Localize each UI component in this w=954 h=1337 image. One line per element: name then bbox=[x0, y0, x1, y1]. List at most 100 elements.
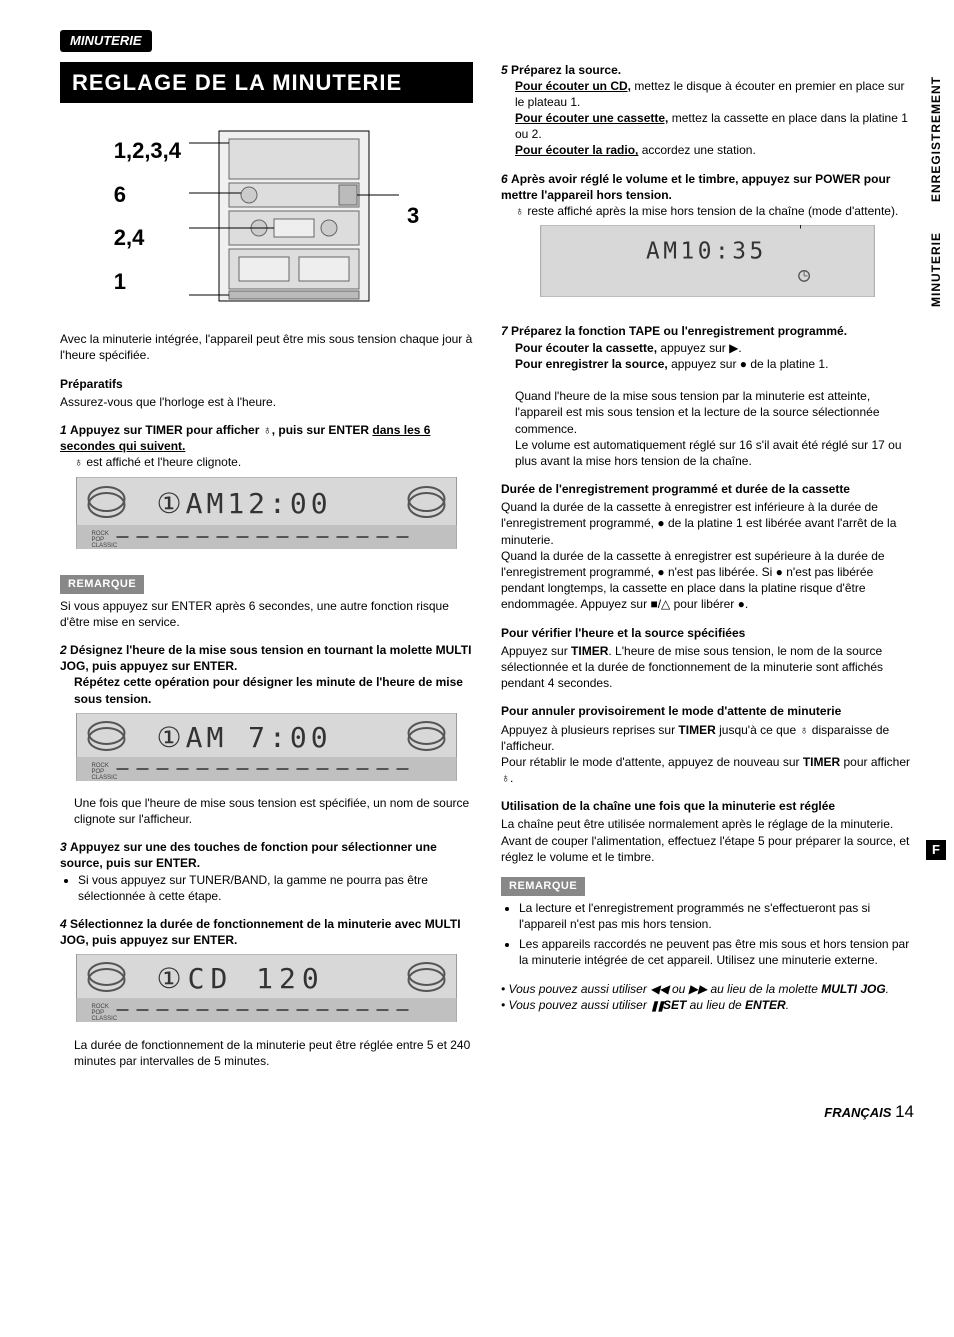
step5-radio: accordez une station. bbox=[638, 143, 755, 157]
ffwd-icon bbox=[689, 982, 707, 996]
side-tabs: ENREGISTREMENT MINUTERIE bbox=[926, 70, 946, 313]
diag-lbl: 1 bbox=[114, 267, 181, 297]
rec-icon bbox=[776, 565, 783, 579]
clock-icon bbox=[74, 455, 83, 469]
diagram-label-right: 3 bbox=[407, 201, 419, 231]
remark-tag-2: REMARQUE bbox=[501, 877, 585, 896]
remark1-text: Si vous appuyez sur ENTER après 6 second… bbox=[60, 598, 473, 630]
side-tab-bottom: MINUTERIE bbox=[926, 226, 946, 313]
lcd-display-2: ①AM 7:00 ROCK POP CLASSIC bbox=[60, 713, 473, 781]
prep-head: Préparatifs bbox=[60, 376, 473, 392]
step-1: 1 Appuyez sur TIMER pour afficher , puis… bbox=[60, 422, 473, 563]
step-num: 7 bbox=[501, 324, 508, 338]
step5-cd-u: Pour écouter un CD, bbox=[515, 79, 631, 93]
stereo-diagram: 1,2,3,4 6 2,4 1 bbox=[60, 121, 473, 311]
step3-a: Appuyez sur une des touches de fonction … bbox=[60, 840, 437, 870]
intro-text: Avec la minuterie intégrée, l'appareil p… bbox=[60, 331, 473, 363]
usage-p2: Avant de couper l'alimentation, effectue… bbox=[501, 833, 914, 865]
remark2-b2: Les appareils raccordés ne peuvent pas ê… bbox=[519, 936, 914, 968]
eject-icon bbox=[661, 597, 670, 611]
cancel-p2: Pour rétablir le mode d'attente, appuyez… bbox=[501, 754, 914, 786]
step4-a: Sélectionnez la durée de fonctionnement … bbox=[60, 917, 461, 947]
stereo-svg bbox=[189, 121, 399, 311]
clock-icon bbox=[263, 423, 272, 437]
footer-page: 14 bbox=[895, 1102, 914, 1121]
svg-text:CLASSIC: CLASSIC bbox=[92, 1016, 118, 1022]
svg-text:CLASSIC: CLASSIC bbox=[92, 543, 118, 549]
page-footer: FRANÇAIS 14 bbox=[60, 1101, 914, 1124]
lang-marker: F bbox=[926, 840, 946, 860]
step5-radio-u: Pour écouter la radio, bbox=[515, 143, 638, 157]
svg-text:CLASSIC: CLASSIC bbox=[92, 775, 118, 781]
svg-text:①AM 7:00: ①AM 7:00 bbox=[157, 721, 332, 754]
step-num: 3 bbox=[60, 840, 67, 854]
dur-p1: Quand la durée de la cassette à enregist… bbox=[501, 499, 914, 548]
prep-body: Assurez-vous que l'horloge est à l'heure… bbox=[60, 394, 473, 410]
cancel-head: Pour annuler provisoirement le mode d'at… bbox=[501, 703, 914, 719]
svg-text:①AM12:00: ①AM12:00 bbox=[157, 487, 332, 520]
lcd-display-3: ①CD 120 ROCK POP CLASSIC bbox=[60, 954, 473, 1022]
footnote-2: • Vous pouvez aussi utiliser SET au lieu… bbox=[501, 997, 914, 1014]
step1-note: est affiché et l'heure clignote. bbox=[83, 455, 241, 469]
diag-lbl: 6 bbox=[114, 180, 181, 210]
right-column: 5 Préparez la source. Pour écouter un CD… bbox=[501, 62, 914, 1081]
step7-cass2: appuyez sur bbox=[660, 341, 729, 355]
step6-head: Après avoir réglé le volume et le timbre… bbox=[501, 172, 890, 202]
step5-cass-u: Pour écouter une cassette, bbox=[515, 111, 668, 125]
remark2-list: La lecture et l'enregistrement programmé… bbox=[519, 900, 914, 969]
diag-lbl: 1,2,3,4 bbox=[114, 136, 181, 166]
step2-b: Répétez cette opération pour désigner le… bbox=[74, 674, 473, 706]
step7-rec: Pour enregistrer la source, bbox=[515, 357, 671, 371]
clock-icon bbox=[501, 771, 510, 785]
rec-icon bbox=[657, 516, 664, 530]
lcd-display-6: AM10:35 ⏲ bbox=[501, 225, 914, 297]
step-4: 4 Sélectionnez la durée de fonctionnemen… bbox=[60, 916, 473, 1069]
svg-text:①CD 120: ①CD 120 bbox=[157, 962, 325, 995]
usage-p1: La chaîne peut être utilisée normalement… bbox=[501, 816, 914, 832]
step-num: 2 bbox=[60, 643, 67, 657]
step1-text-a: Appuyez sur TIMER pour afficher bbox=[70, 423, 263, 437]
section-tab: MINUTERIE bbox=[60, 30, 152, 52]
verify-body: Appuyez sur TIMER. L'heure de mise sous … bbox=[501, 643, 914, 692]
stop-icon bbox=[650, 597, 657, 611]
footnote-1: • Vous pouvez aussi utiliser ou au lieu … bbox=[501, 981, 914, 997]
pause-icon bbox=[650, 998, 663, 1012]
cancel-p1: Appuyez à plusieurs reprises sur TIMER j… bbox=[501, 722, 914, 754]
step1-text-b: , puis sur ENTER bbox=[272, 423, 373, 437]
lcd-display-1: ①AM12:00 ROCK POP CLASSIC bbox=[60, 477, 473, 549]
step-6: 6 Après avoir réglé le volume et le timb… bbox=[501, 171, 914, 312]
step-num: 1 bbox=[60, 423, 67, 437]
step7-rec2: appuyez sur bbox=[671, 357, 740, 371]
step-3: 3 Appuyez sur une des touches de fonctio… bbox=[60, 839, 473, 904]
play-icon bbox=[729, 341, 738, 355]
verify-head: Pour vérifier l'heure et la source spéci… bbox=[501, 625, 914, 641]
rec-icon bbox=[657, 565, 664, 579]
step6-body: reste affiché après la mise hors tension… bbox=[524, 204, 898, 218]
step-num: 4 bbox=[60, 917, 67, 931]
rec-icon bbox=[738, 597, 745, 611]
clock-icon bbox=[515, 204, 524, 218]
step-2: 2 Désignez l'heure de la mise sous tensi… bbox=[60, 642, 473, 827]
step-7: 7 Préparez la fonction TAPE ou l'enregis… bbox=[501, 323, 914, 469]
step7-head: Préparez la fonction TAPE ou l'enregistr… bbox=[511, 324, 847, 338]
remark-tag: REMARQUE bbox=[60, 575, 144, 594]
diag-lbl: 2,4 bbox=[114, 223, 181, 253]
step7-p2: Le volume est automatiquement réglé sur … bbox=[515, 437, 914, 469]
remark2-b1: La lecture et l'enregistrement programmé… bbox=[519, 900, 914, 932]
dur-head: Durée de l'enregistrement programmé et d… bbox=[501, 481, 914, 497]
footer-lang: FRANÇAIS bbox=[824, 1105, 891, 1120]
step3-bullet: Si vous appuyez sur TUNER/BAND, la gamme… bbox=[78, 872, 473, 904]
side-tab-top: ENREGISTREMENT bbox=[926, 70, 946, 208]
rec-icon bbox=[740, 357, 747, 371]
page-title: REGLAGE DE LA MINUTERIE bbox=[60, 62, 473, 104]
step-5: 5 Préparez la source. Pour écouter un CD… bbox=[501, 62, 914, 159]
step7-rec3: de la platine 1. bbox=[747, 357, 828, 371]
usage-head: Utilisation de la chaîne une fois que la… bbox=[501, 798, 914, 814]
step4-after: La durée de fonctionnement de la minuter… bbox=[74, 1037, 473, 1069]
rewind-icon bbox=[650, 982, 668, 996]
left-column: REGLAGE DE LA MINUTERIE 1,2,3,4 6 2,4 1 bbox=[60, 62, 473, 1081]
step5-head: Préparez la source. bbox=[511, 63, 621, 77]
svg-text:AM10:35: AM10:35 bbox=[646, 239, 767, 265]
diagram-labels-left: 1,2,3,4 6 2,4 1 bbox=[114, 136, 181, 297]
step7-p1: Quand l'heure de la mise sous tension pa… bbox=[515, 388, 914, 437]
